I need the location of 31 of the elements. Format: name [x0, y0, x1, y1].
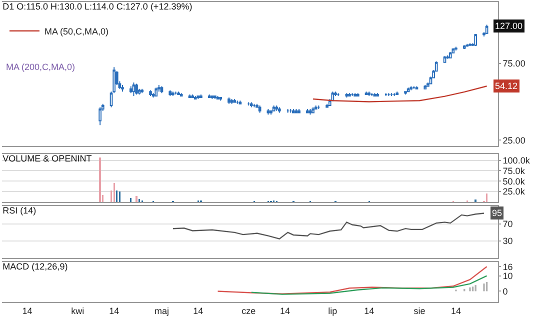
y-tick-label: 100.0k — [502, 155, 530, 166]
chart-title: VOLUME & OPENINT — [2, 153, 92, 164]
chart-title: MACD (12,26,9) — [2, 261, 68, 272]
x-tick-label: sie — [414, 306, 426, 316]
y-tick-label: 70 — [502, 219, 513, 230]
y-tick-label: 16 — [502, 262, 513, 272]
chart-title: D1 O:115.0 H:130.0 L:114.0 C:127.0 (+12.39%) — [2, 1, 192, 12]
y-tick-label: 25.0k — [502, 186, 526, 197]
y-tick-label: 50.0k — [502, 176, 526, 186]
x-tick-label: cze — [242, 306, 256, 316]
chart-title: RSI (14) — [2, 205, 36, 216]
x-tick-label: kwi — [71, 306, 84, 316]
annotation: MA (200,C,MA,0) — [6, 62, 76, 72]
x-tick-label: 14 — [22, 306, 32, 316]
x-tick-label: maj — [154, 306, 169, 316]
x-tick-label: lip — [328, 306, 338, 316]
x-tick-label: 14 — [109, 306, 120, 316]
annotation: 95 — [492, 208, 502, 218]
y-tick-label: 30 — [502, 236, 513, 246]
y-tick-label: 75.0k — [502, 166, 526, 176]
x-tick-label: 14 — [364, 306, 374, 316]
y-tick-label: 0 — [502, 286, 508, 296]
x-tick-label: 14 — [450, 306, 461, 316]
y-tick-label: 25.00 — [502, 135, 526, 146]
annotation: 127.00 — [495, 21, 523, 31]
annotation: 54.12 — [495, 81, 518, 91]
y-tick-label: 10 — [502, 271, 513, 281]
legend-label: MA (50,C,MA,0) — [44, 26, 108, 36]
x-tick-label: 14 — [280, 306, 290, 316]
y-tick-label: 75.00 — [502, 58, 526, 68]
x-tick-label: 14 — [193, 306, 204, 316]
